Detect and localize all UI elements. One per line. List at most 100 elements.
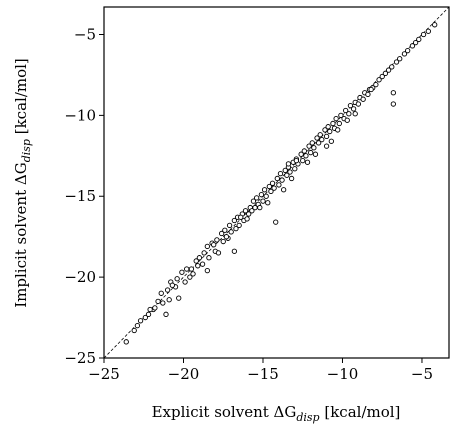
data-point <box>288 175 295 182</box>
data-point <box>226 222 233 229</box>
data-point <box>268 188 274 195</box>
y-axis-label: Implicit solvent ΔGdisp [kcal/mol] <box>12 58 33 308</box>
data-point <box>250 198 257 204</box>
data-point <box>312 151 319 157</box>
data-point <box>145 311 152 317</box>
data-point <box>306 143 312 149</box>
data-point <box>328 138 334 144</box>
data-point <box>282 167 288 174</box>
data-point <box>346 111 352 117</box>
data-point <box>273 219 279 225</box>
data-point <box>385 67 392 73</box>
data-point <box>231 217 238 224</box>
data-point <box>246 211 252 217</box>
data-point <box>238 214 244 220</box>
data-point <box>298 151 304 157</box>
data-point <box>193 258 199 264</box>
data-point <box>412 39 419 46</box>
data-point <box>311 145 317 151</box>
data-point <box>274 175 280 182</box>
data-point <box>218 230 225 237</box>
data-point <box>397 56 403 62</box>
data-point <box>287 169 293 175</box>
data-point <box>309 140 315 146</box>
data-point <box>266 183 272 190</box>
data-point <box>142 314 148 321</box>
data-point <box>188 266 195 272</box>
data-point <box>333 115 339 122</box>
data-point <box>244 216 250 222</box>
data-point <box>338 112 344 119</box>
data-point <box>360 96 366 102</box>
data-point <box>158 290 164 296</box>
data-point <box>347 103 354 109</box>
data-point <box>432 22 438 28</box>
data-point <box>257 204 263 211</box>
data-point <box>228 229 234 235</box>
data-point <box>206 255 212 261</box>
data-point <box>325 124 331 130</box>
data-point <box>343 107 349 114</box>
data-point <box>304 159 311 165</box>
data-point <box>300 158 306 164</box>
y-tick-label: −5 <box>74 25 96 43</box>
y-tick-label: −10 <box>64 106 96 124</box>
data-point <box>279 177 285 183</box>
plot-frame <box>103 6 450 359</box>
x-tick-label: −25 <box>88 365 120 383</box>
data-point <box>352 111 358 117</box>
data-point <box>315 140 322 146</box>
data-point <box>169 282 176 288</box>
data-point <box>184 266 190 272</box>
data-point <box>277 170 284 177</box>
data-point <box>292 166 298 172</box>
data-point <box>204 243 210 250</box>
data-point <box>425 28 431 34</box>
data-point <box>308 149 314 156</box>
data-point <box>285 161 292 167</box>
data-point <box>190 271 196 277</box>
data-point <box>147 306 153 313</box>
data-point <box>389 64 395 70</box>
data-point <box>220 238 226 245</box>
data-point <box>261 187 268 193</box>
data-point <box>271 185 277 191</box>
y-tick-label: −20 <box>64 268 96 286</box>
data-point <box>376 77 382 83</box>
data-point <box>174 276 180 282</box>
data-point <box>176 295 182 301</box>
x-tick-label: −5 <box>411 365 433 383</box>
data-point <box>242 208 249 214</box>
data-point <box>201 250 207 256</box>
data-point <box>322 127 328 133</box>
data-point <box>344 117 350 123</box>
y-tick-label: −15 <box>64 187 96 205</box>
data-point <box>379 73 385 80</box>
data-point <box>390 101 396 107</box>
data-point <box>323 143 330 149</box>
data-point <box>160 300 166 306</box>
data-point <box>269 180 276 186</box>
data-point <box>223 234 230 240</box>
data-point <box>187 274 193 280</box>
x-tick-label: −10 <box>327 365 359 383</box>
data-point <box>319 136 325 143</box>
data-point <box>301 148 307 154</box>
data-point <box>323 133 330 140</box>
data-point <box>265 200 271 206</box>
data-point <box>401 51 408 57</box>
data-point <box>196 255 203 261</box>
data-point <box>409 43 416 49</box>
plot-area: −25 −20 −15 −10 −5 −25 −20 −15 −10 −5 <box>64 6 450 383</box>
data-point <box>199 261 206 267</box>
data-point <box>280 187 287 193</box>
data-point <box>405 48 411 54</box>
data-point <box>390 90 396 96</box>
data-point <box>276 182 282 188</box>
x-axis-label: Explicit solvent ΔGdisp [kcal/mol] <box>152 403 401 424</box>
data-point <box>134 322 141 329</box>
data-point <box>420 31 427 38</box>
data-point <box>416 36 422 42</box>
data-point <box>155 298 161 305</box>
data-point <box>355 101 362 107</box>
